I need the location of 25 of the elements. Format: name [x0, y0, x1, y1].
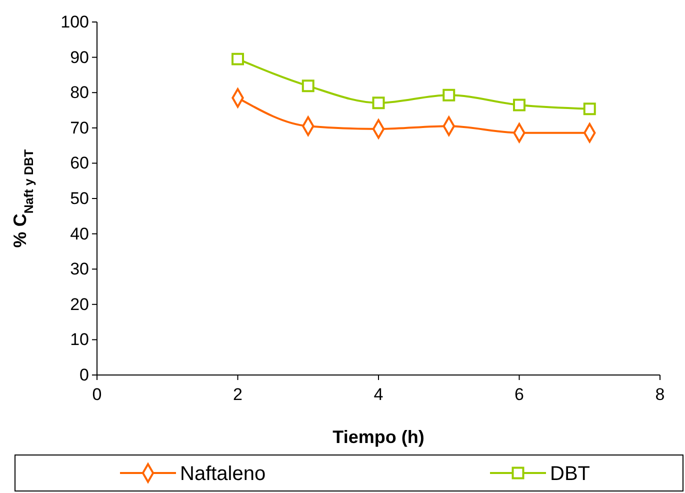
point [583, 102, 596, 116]
legend-label: DBT [550, 463, 590, 485]
legend-label: Naftaleno [180, 463, 266, 485]
x-axis-title: Tiempo (h) [332, 427, 424, 447]
point [372, 96, 385, 110]
y-tick-label: 80 [70, 83, 89, 102]
y-tick-label: 50 [70, 188, 89, 208]
x-tick-label: 6 [514, 385, 524, 404]
y-tick-label: 30 [70, 260, 89, 279]
x-tick-label: 2 [233, 385, 242, 404]
y-tick-label: 70 [70, 118, 89, 138]
point [232, 52, 244, 66]
x-tick-label: 8 [655, 385, 665, 404]
point [302, 80, 314, 92]
x-tick-label: 0 [92, 385, 102, 404]
y-tick-label: 0 [80, 365, 89, 384]
point [442, 88, 456, 102]
y-tick-label: 40 [70, 224, 89, 244]
y-tick-label: 100 [60, 12, 89, 32]
y-tick-label: 60 [70, 154, 89, 173]
y-tick-label: 90 [70, 48, 89, 67]
x-tick-label: 4 [374, 385, 384, 404]
y-tick-label: 10 [70, 330, 89, 350]
point [513, 98, 526, 112]
y-tick-label: 20 [70, 294, 89, 314]
